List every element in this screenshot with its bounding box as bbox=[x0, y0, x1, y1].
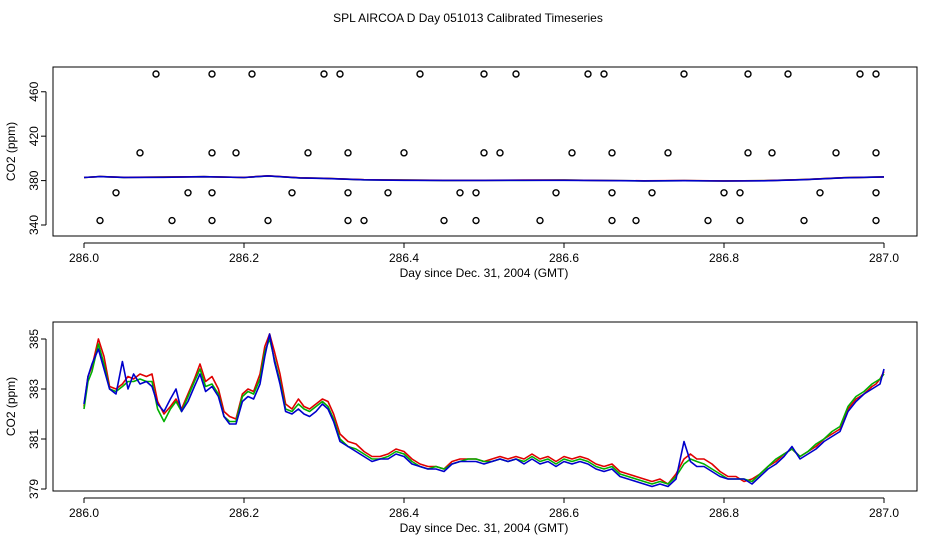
data-point bbox=[344, 216, 352, 225]
y-tick-label: 383 bbox=[27, 379, 41, 399]
data-point bbox=[800, 216, 808, 225]
series-line-blue bbox=[83, 175, 885, 182]
plot-frame bbox=[52, 321, 918, 492]
data-point bbox=[304, 149, 312, 157]
data-point bbox=[248, 70, 256, 78]
data-point bbox=[208, 70, 216, 78]
data-point bbox=[736, 216, 744, 225]
data-point bbox=[480, 149, 488, 157]
data-point bbox=[288, 189, 296, 197]
data-point bbox=[208, 189, 216, 197]
data-point bbox=[744, 149, 752, 157]
data-point bbox=[152, 70, 160, 78]
data-point bbox=[856, 70, 864, 78]
data-point bbox=[784, 70, 792, 78]
data-point bbox=[384, 189, 392, 197]
data-point bbox=[568, 149, 576, 157]
data-point bbox=[512, 70, 520, 78]
data-point bbox=[704, 216, 712, 225]
data-point bbox=[168, 216, 176, 225]
x-tick-label: 286.6 bbox=[549, 251, 579, 265]
y-tick-label: 385 bbox=[27, 329, 41, 349]
figure-title: SPL AIRCOA D Day 051013 Calibrated Times… bbox=[333, 11, 603, 25]
data-point bbox=[232, 149, 240, 157]
y-tick-label: 381 bbox=[27, 429, 41, 449]
data-point bbox=[648, 189, 656, 197]
x-tick-label: 286.4 bbox=[389, 251, 419, 265]
data-point bbox=[832, 149, 840, 157]
x-tick-label: 286.8 bbox=[709, 506, 739, 520]
data-point bbox=[344, 149, 352, 157]
x-tick-label: 286.2 bbox=[229, 251, 259, 265]
data-point bbox=[536, 216, 544, 225]
data-point bbox=[208, 149, 216, 157]
data-point bbox=[736, 189, 744, 197]
data-point bbox=[320, 70, 328, 78]
y-tick-label: 379 bbox=[27, 479, 41, 499]
data-point bbox=[872, 149, 880, 157]
data-point bbox=[208, 216, 216, 225]
data-point bbox=[768, 149, 776, 157]
x-tick-label: 287.0 bbox=[869, 251, 899, 265]
x-tick-label: 286.2 bbox=[229, 506, 259, 520]
data-point bbox=[872, 189, 880, 197]
data-point bbox=[664, 149, 672, 157]
data-point bbox=[608, 149, 616, 157]
data-point bbox=[416, 70, 424, 78]
y-axis-label: CO2 (ppm) bbox=[4, 377, 18, 436]
data-point bbox=[264, 216, 272, 225]
data-point bbox=[584, 70, 592, 78]
data-point bbox=[680, 70, 688, 78]
data-point bbox=[608, 216, 616, 225]
y-tick-label: 380 bbox=[27, 170, 41, 190]
data-point bbox=[720, 189, 728, 197]
data-point bbox=[744, 70, 752, 78]
data-point bbox=[600, 70, 608, 78]
data-point bbox=[136, 149, 144, 157]
data-point bbox=[552, 189, 560, 197]
x-axis-label: Day since Dec. 31, 2004 (GMT) bbox=[400, 521, 569, 535]
bottom-panel-co2-timeseries: 286.0 286.2 286.4 286.6 286.8 287.0 Day since … bbox=[4, 321, 918, 535]
x-tick-label: 286.0 bbox=[69, 506, 99, 520]
data-point bbox=[400, 149, 408, 157]
data-point bbox=[480, 70, 488, 78]
data-point bbox=[184, 189, 192, 197]
x-axis-label: Day since Dec. 31, 2004 (GMT) bbox=[400, 266, 569, 280]
x-tick-label: 286.8 bbox=[709, 251, 739, 265]
x-tick-label: 287.0 bbox=[869, 506, 899, 520]
data-point bbox=[440, 216, 448, 225]
data-point bbox=[472, 189, 480, 197]
data-point bbox=[496, 149, 504, 157]
x-tick-label: 286.4 bbox=[389, 506, 419, 520]
data-point bbox=[360, 216, 368, 225]
x-tick-label: 286.0 bbox=[69, 251, 99, 265]
y-tick-label: 340 bbox=[27, 215, 41, 235]
data-point bbox=[872, 216, 880, 225]
data-point bbox=[472, 216, 480, 225]
data-point bbox=[336, 70, 344, 78]
y-tick-label: 460 bbox=[27, 81, 41, 101]
data-point bbox=[112, 189, 120, 197]
series-line-blue bbox=[83, 333, 885, 488]
data-point bbox=[344, 189, 352, 197]
y-axis-label: CO2 (ppm) bbox=[4, 122, 18, 181]
plot-frame bbox=[52, 66, 918, 237]
x-tick-label: 286.6 bbox=[549, 506, 579, 520]
data-point bbox=[632, 216, 640, 225]
data-point bbox=[96, 216, 104, 225]
data-point bbox=[872, 70, 880, 78]
data-point bbox=[456, 189, 464, 197]
data-point bbox=[816, 189, 824, 197]
top-panel-calibration-scatter: 286.0 286.2 286.4 286.6 286.8 287.0 Day since … bbox=[4, 66, 918, 280]
data-point bbox=[608, 189, 616, 197]
y-tick-label: 420 bbox=[27, 126, 41, 146]
